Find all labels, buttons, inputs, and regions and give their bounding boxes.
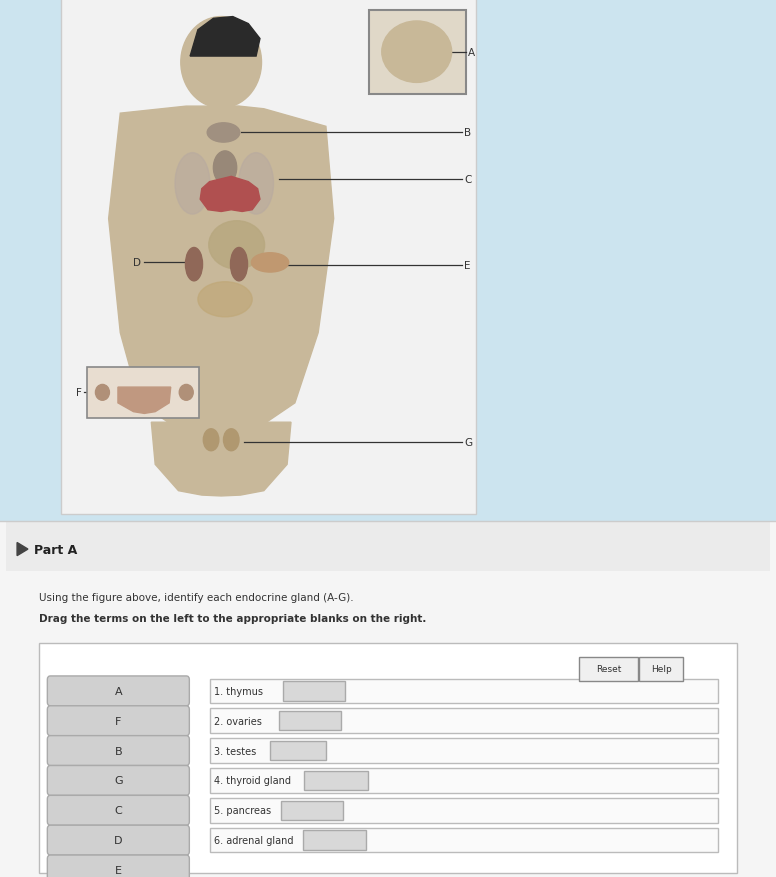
- Ellipse shape: [179, 385, 193, 401]
- Ellipse shape: [230, 248, 248, 282]
- Polygon shape: [109, 107, 334, 431]
- FancyBboxPatch shape: [47, 676, 189, 706]
- Ellipse shape: [238, 153, 273, 215]
- Text: E: E: [115, 865, 122, 875]
- Ellipse shape: [213, 152, 237, 185]
- Circle shape: [181, 18, 262, 109]
- FancyBboxPatch shape: [270, 741, 326, 760]
- Ellipse shape: [95, 385, 109, 401]
- Bar: [6, 522, 770, 571]
- Text: Reset: Reset: [596, 665, 621, 674]
- Text: E: E: [464, 260, 470, 271]
- FancyBboxPatch shape: [0, 0, 776, 522]
- FancyBboxPatch shape: [210, 828, 718, 852]
- FancyBboxPatch shape: [281, 801, 343, 820]
- Text: 3. testes: 3. testes: [214, 745, 256, 756]
- Text: A: A: [468, 47, 475, 58]
- Text: G: G: [114, 775, 123, 786]
- Ellipse shape: [209, 222, 265, 270]
- Text: B: B: [115, 745, 122, 756]
- FancyBboxPatch shape: [283, 681, 345, 701]
- Text: G: G: [464, 438, 472, 448]
- FancyBboxPatch shape: [210, 679, 718, 703]
- FancyBboxPatch shape: [39, 643, 737, 873]
- Bar: [87, 367, 199, 418]
- Text: D: D: [114, 835, 123, 845]
- Text: F: F: [75, 388, 81, 398]
- FancyBboxPatch shape: [47, 766, 189, 795]
- FancyBboxPatch shape: [210, 709, 718, 733]
- FancyBboxPatch shape: [61, 0, 476, 515]
- Ellipse shape: [223, 430, 239, 452]
- Ellipse shape: [175, 153, 210, 215]
- Text: C: C: [464, 175, 472, 185]
- Text: F: F: [115, 716, 122, 726]
- FancyBboxPatch shape: [47, 825, 189, 855]
- FancyBboxPatch shape: [47, 706, 189, 736]
- Text: Help: Help: [651, 665, 671, 674]
- FancyBboxPatch shape: [579, 657, 638, 681]
- Ellipse shape: [203, 430, 219, 452]
- Text: 1. thymus: 1. thymus: [214, 686, 263, 696]
- FancyBboxPatch shape: [47, 795, 189, 825]
- Ellipse shape: [198, 282, 252, 317]
- Text: C: C: [115, 805, 122, 816]
- Ellipse shape: [251, 253, 289, 273]
- Text: 5. pancreas: 5. pancreas: [214, 805, 272, 816]
- Text: Drag the terms on the left to the appropriate blanks on the right.: Drag the terms on the left to the approp…: [39, 613, 426, 624]
- Text: 2. ovaries: 2. ovaries: [214, 716, 262, 726]
- Ellipse shape: [185, 248, 203, 282]
- FancyBboxPatch shape: [279, 711, 341, 731]
- Polygon shape: [151, 423, 291, 496]
- Text: 6. adrenal gland: 6. adrenal gland: [214, 835, 293, 845]
- Text: A: A: [115, 686, 122, 696]
- Bar: [369, 11, 466, 95]
- Text: D: D: [133, 258, 141, 268]
- Text: Part A: Part A: [34, 543, 78, 556]
- Text: B: B: [464, 128, 471, 139]
- Polygon shape: [200, 177, 260, 212]
- Polygon shape: [17, 543, 28, 556]
- FancyBboxPatch shape: [210, 798, 718, 823]
- Text: 4. thyroid gland: 4. thyroid gland: [214, 775, 291, 786]
- FancyBboxPatch shape: [304, 771, 368, 790]
- FancyBboxPatch shape: [210, 738, 718, 763]
- Text: Using the figure above, identify each endocrine gland (A-G).: Using the figure above, identify each en…: [39, 592, 353, 602]
- FancyBboxPatch shape: [303, 831, 366, 850]
- FancyBboxPatch shape: [639, 657, 683, 681]
- Ellipse shape: [207, 124, 240, 143]
- FancyBboxPatch shape: [47, 736, 189, 766]
- Ellipse shape: [382, 22, 452, 83]
- Polygon shape: [190, 18, 260, 57]
- Polygon shape: [208, 107, 239, 125]
- FancyBboxPatch shape: [210, 768, 718, 793]
- Bar: [0, 522, 776, 877]
- FancyBboxPatch shape: [47, 855, 189, 877]
- Polygon shape: [118, 388, 171, 414]
